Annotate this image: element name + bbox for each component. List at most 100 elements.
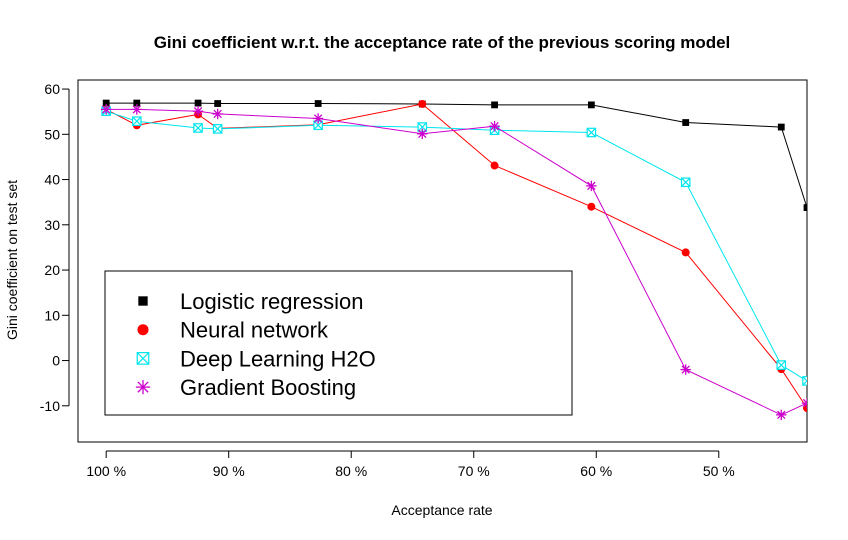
y-tick-label: 10 [44,307,60,323]
data-point [214,100,222,107]
square-marker [682,119,690,126]
data-point [132,116,142,126]
y-tick-label: 0 [52,353,60,369]
circle-marker [490,161,499,170]
box-cross [417,122,427,132]
square-marker [133,99,141,107]
box-cross [802,380,807,386]
data-point [777,123,785,131]
data-point [680,177,691,188]
data-point [489,120,500,132]
y-tick-label: 40 [44,172,60,188]
data-point [193,123,203,133]
box-cross [136,352,150,365]
circle-marker [587,202,596,211]
star-stroke [490,121,499,131]
data-point [586,180,597,192]
series-gradient-boosting [100,104,807,421]
data-point [418,99,427,108]
star-stroke [587,181,596,191]
x-tick-label: 70 % [458,463,490,479]
box-cross [681,177,691,187]
y-tick-label: 20 [44,262,60,278]
data-point [682,119,690,126]
data-point [776,360,787,370]
plot-frame [77,79,808,443]
x-tick-label: 50 % [703,463,735,479]
x-tick-label: 80 % [335,463,367,479]
square-marker [803,204,807,212]
data-point [212,124,223,134]
data-point [138,296,148,306]
data-point [136,352,150,365]
square-marker [777,123,785,131]
star-stroke [313,114,323,123]
square-marker [102,99,110,107]
series-deep-learning-h2o [101,106,807,386]
star-stroke [681,365,690,374]
y-tick-label: -10 [40,398,60,414]
circle-marker [137,324,149,336]
box-cross [132,116,142,126]
series-layer [100,99,807,421]
data-point [313,120,323,131]
star-stroke [213,109,222,119]
data-point [776,409,787,421]
box-marker [802,376,807,386]
box-cross [586,127,596,138]
square-marker [587,101,595,109]
axes: 100 % 90 % 80 % 70 % 60 % 50 % -10 0 10 20 30 40 50 6… [40,81,735,479]
box-cross [776,360,786,370]
data-point [135,379,151,395]
data-point [803,204,807,212]
star-stroke [777,410,786,420]
circle-marker [681,248,690,257]
data-point [192,106,204,117]
square-marker [491,101,498,109]
data-point [133,99,141,107]
star-stroke [193,107,203,116]
data-point [102,99,110,107]
data-point [131,104,143,115]
y-tick-label: 60 [44,81,60,97]
box-cross [193,123,203,133]
data-point [680,364,691,375]
box-cross [213,124,223,134]
chart-title: Gini coefficient w.r.t. the acceptance r… [154,33,731,52]
legend-label: Neural network [180,318,329,343]
y-tick-label: 30 [44,217,60,233]
square-marker [314,100,322,107]
x-tick-label: 90 % [213,463,245,479]
series-line [106,102,807,208]
box-cross [802,376,807,382]
x-axis-label: Acceptance rate [391,502,492,518]
data-point [587,101,595,109]
data-point [681,248,690,257]
circle-marker [418,99,427,108]
star-stroke [101,105,111,114]
box-cross [313,120,323,130]
y-tick-label: 50 [44,126,60,142]
star-stroke [137,381,149,393]
data-point [137,324,149,336]
square-marker [214,100,222,107]
data-point [586,127,597,138]
data-point [490,161,499,170]
legend: Logistic regression Neural network Deep Le… [104,270,573,416]
data-point [417,128,428,140]
star-stroke [418,129,427,139]
data-point [100,104,112,115]
star-stroke [132,105,142,114]
data-point [312,113,324,124]
data-point [194,99,202,107]
x-tick-label: 100 % [86,463,126,479]
data-point [587,202,596,211]
legend-label: Logistic regression [180,289,363,314]
data-point [212,108,223,120]
plot-area [100,99,807,421]
legend-label: Deep Learning H2O [180,346,376,371]
x-tick-label: 60 % [580,463,612,479]
star-stroke [802,398,807,405]
data-point [802,376,807,386]
